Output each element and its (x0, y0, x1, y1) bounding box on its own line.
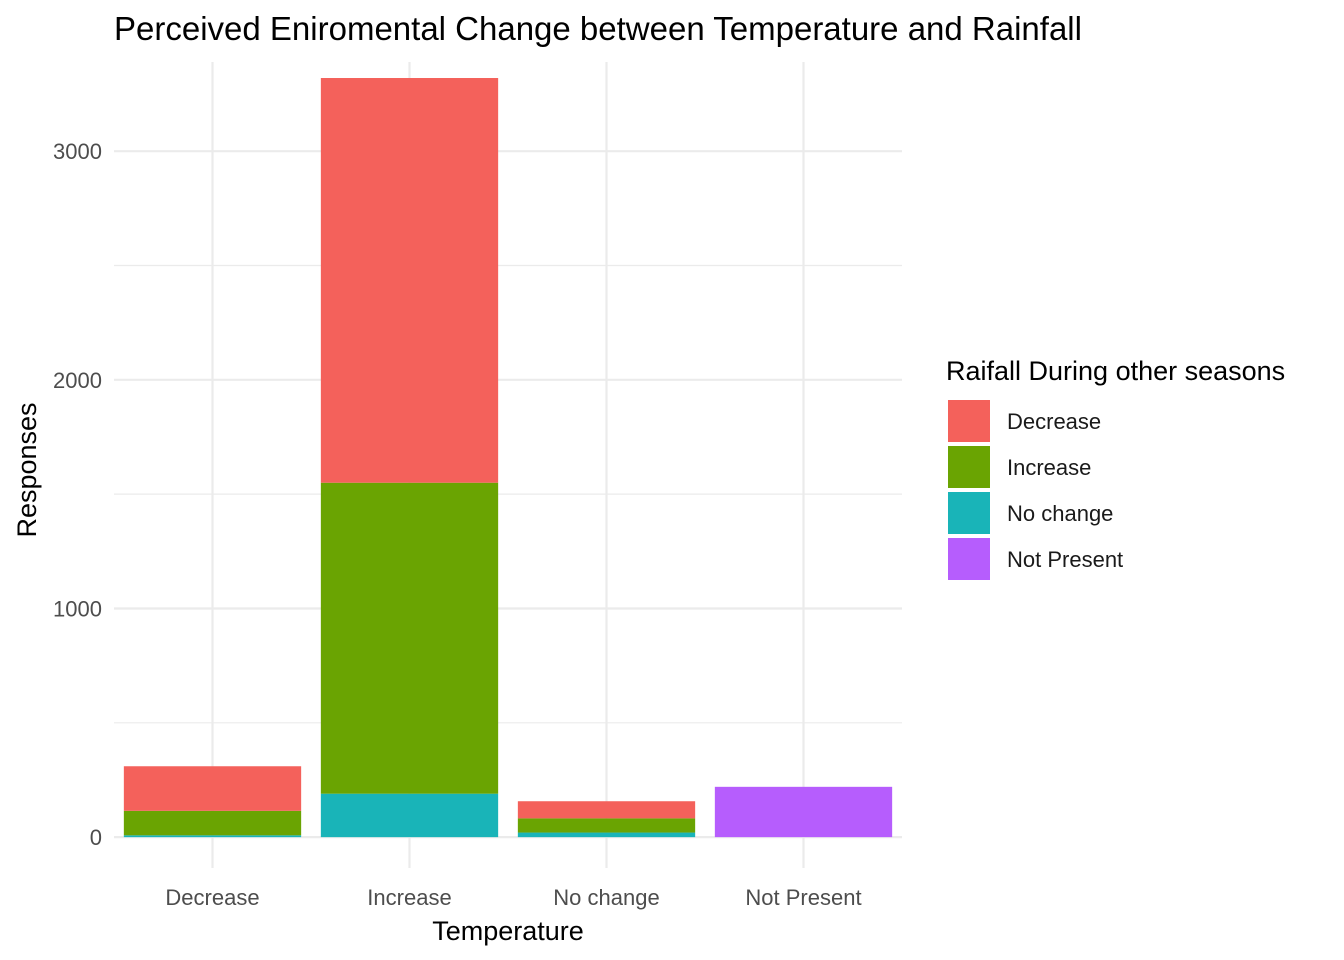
legend-swatch (948, 446, 990, 488)
bar-segment (123, 810, 302, 836)
legend-title: Raifall During other seasons (946, 356, 1285, 386)
grid (114, 62, 902, 868)
bar-segment (517, 801, 696, 819)
legend-swatch (948, 400, 990, 442)
bars (123, 78, 893, 838)
legend-label: Decrease (1007, 409, 1101, 434)
bar-segment (320, 482, 499, 794)
x-tick-label: Not Present (745, 885, 861, 910)
x-tick-label: Decrease (165, 885, 259, 910)
legend-label: No change (1007, 501, 1113, 526)
bar-segment (517, 832, 696, 838)
bar-segment (320, 78, 499, 483)
legend: Raifall During other seasons Decrease Inc… (946, 356, 1285, 580)
y-tick-label: 1000 (53, 596, 102, 621)
legend-label: Increase (1007, 455, 1091, 480)
x-tick-label: No change (553, 885, 659, 910)
legend-label: Not Present (1007, 547, 1123, 572)
y-tick-label: 2000 (53, 368, 102, 393)
y-axis-title: Responses (12, 402, 42, 537)
y-tick-labels: 0 1000 2000 3000 (53, 139, 102, 850)
y-tick-label: 3000 (53, 139, 102, 164)
y-tick-label: 0 (90, 825, 102, 850)
x-tick-label: Increase (367, 885, 451, 910)
x-axis-title: Temperature (432, 916, 584, 946)
bar-segment (123, 835, 302, 838)
bar-segment (123, 766, 302, 811)
legend-swatch (948, 538, 990, 580)
x-tick-labels: Decrease Increase No change Not Present (165, 885, 861, 910)
legend-swatch (948, 492, 990, 534)
chart-title: Perceived Eniromental Change between Tem… (114, 10, 1082, 47)
bar-segment (320, 793, 499, 838)
bar-segment (714, 786, 893, 838)
bar-segment (517, 818, 696, 833)
